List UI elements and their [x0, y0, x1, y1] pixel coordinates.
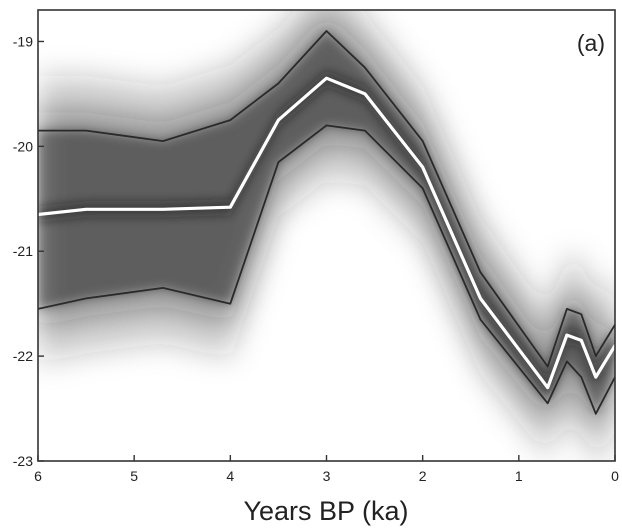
series-lines	[38, 30, 615, 415]
x-axis-ticks: 6 5 4 3 2 1 0	[34, 455, 619, 484]
density-mid-band	[38, 13, 615, 432]
x-tick-label: 1	[515, 468, 523, 484]
y-tick-label: -23	[13, 453, 33, 469]
x-axis-title: Years BP (ka)	[243, 496, 408, 526]
y-axis-ticks: -19 -20 -21 -22 -23	[13, 33, 44, 469]
panel-label: (a)	[577, 30, 605, 56]
x-tick-label: 5	[130, 468, 138, 484]
x-tick-label: 6	[34, 468, 42, 484]
y-tick-label: -21	[13, 243, 33, 259]
x-tick-label: 4	[226, 468, 234, 484]
y-tick-label: -20	[13, 138, 33, 154]
median-line	[38, 76, 615, 390]
x-tick-label: 0	[611, 468, 619, 484]
lower-bound-line	[38, 124, 615, 415]
y-tick-label: -22	[13, 348, 33, 364]
y-tick-label: -19	[13, 33, 33, 49]
probability-density-cloud	[38, 10, 615, 461]
upper-bound-line	[38, 30, 615, 368]
x-tick-label: 3	[323, 468, 331, 484]
x-tick-label: 2	[419, 468, 427, 484]
density-inner-band	[38, 31, 615, 414]
